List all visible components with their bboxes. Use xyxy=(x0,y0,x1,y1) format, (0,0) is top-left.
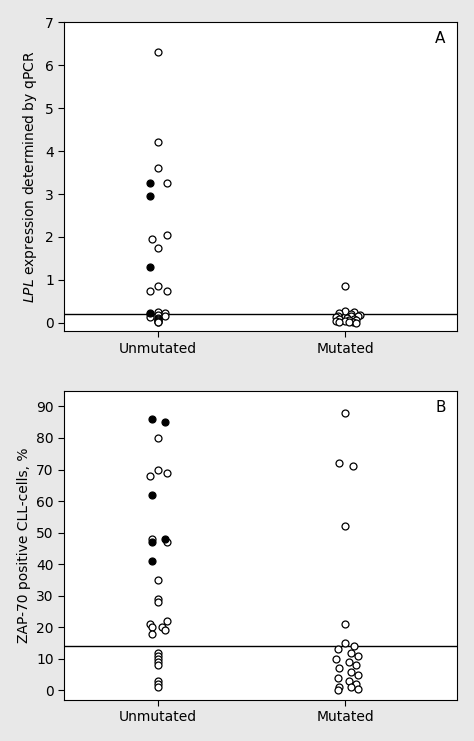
Text: B: B xyxy=(435,400,446,415)
Y-axis label: $\it{LPL}$ expression determined by qPCR: $\it{LPL}$ expression determined by qPCR xyxy=(21,50,39,303)
Y-axis label: ZAP-70 positive CLL-cells, %: ZAP-70 positive CLL-cells, % xyxy=(17,448,31,643)
Text: A: A xyxy=(435,31,446,47)
